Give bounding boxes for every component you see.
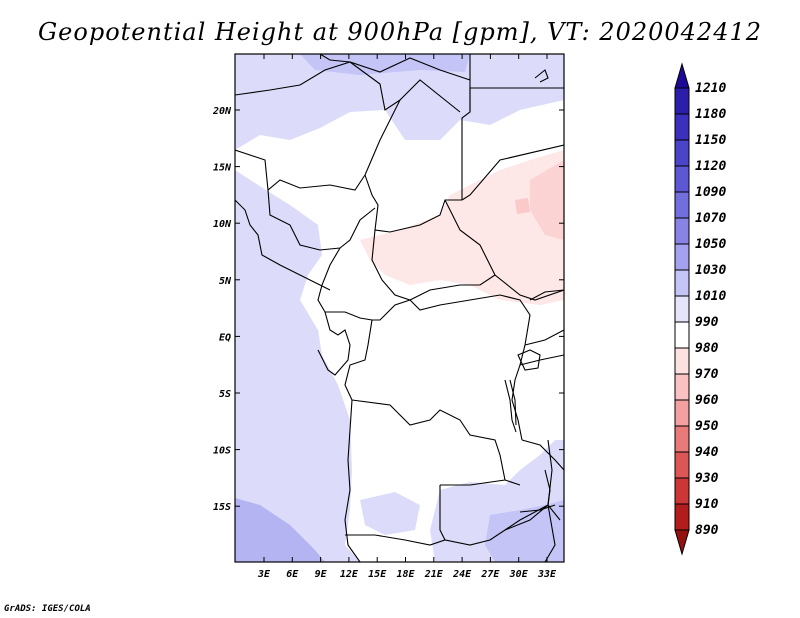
border-cameroon	[317, 247, 373, 321]
border-east-africa	[519, 289, 564, 366]
lat-label: 15S	[213, 502, 231, 513]
map-field	[235, 54, 564, 562]
colorbar-label: 1070	[695, 211, 726, 226]
map-frame	[234, 53, 565, 563]
map-title: Geopotential Height at 900hPa [gpm], VT:…	[38, 18, 762, 46]
lon-label: 9E	[315, 569, 328, 580]
border-congo	[344, 299, 411, 401]
border-niger-chad	[349, 61, 402, 176]
lat-label: EQ	[219, 332, 231, 343]
colorbar-box	[674, 295, 690, 323]
colorbar-label: 960	[695, 393, 719, 408]
border-libya-egypt	[469, 87, 564, 112]
border-nigeria	[267, 189, 376, 251]
lon-label: 18E	[396, 569, 415, 580]
colorbar-label: 1120	[695, 159, 726, 174]
colorbar-box	[674, 347, 690, 375]
field-east-dot	[515, 198, 530, 214]
border-coastline-southwest	[344, 399, 361, 562]
lat-label: 15N	[213, 163, 232, 174]
field-east-pink	[530, 160, 564, 240]
colorbar-label: 1210	[695, 81, 726, 96]
coast-north-blob	[534, 69, 549, 83]
colorbar-box	[674, 399, 690, 427]
colorbar-label: 1180	[695, 107, 726, 122]
colorbar-box	[674, 321, 690, 349]
colorbar-label: 930	[695, 471, 719, 486]
field-southwest-medium	[235, 498, 325, 562]
colorbar-box	[674, 191, 690, 219]
colorbar-label: 970	[695, 367, 719, 382]
lon-label: 3E	[257, 569, 271, 580]
lake-tanganyika	[504, 379, 517, 433]
lat-label: 10N	[213, 219, 232, 230]
grads-credit: GrADS: IGES/COLA	[4, 604, 91, 614]
border-chad	[364, 79, 462, 233]
border-angola-south	[345, 504, 549, 546]
colorbar-label: 1090	[695, 185, 726, 200]
lon-label: 24E	[452, 569, 472, 580]
colorbar-box	[674, 139, 690, 167]
longitude-axis: 3E 6E 9E 12E 15E 18E 21E 24E 27E 30E 33E	[257, 54, 557, 580]
colorbar-box	[674, 217, 690, 245]
colorbar: 1210 1180 1150 1120 1090 1070 1050 1030 1010 990 9…	[674, 62, 726, 556]
lon-label: 33E	[537, 569, 557, 580]
border-gabon	[317, 311, 351, 376]
lon-label: 27E	[480, 569, 500, 580]
border-north-central	[319, 54, 471, 80]
lon-label: 15E	[368, 569, 387, 580]
border-angola-north	[351, 399, 521, 486]
colorbar-bottom-arrow	[674, 529, 690, 556]
lon-label: 30E	[509, 569, 529, 580]
border-tanzania	[521, 439, 564, 521]
lake-malawi	[544, 469, 551, 506]
colorbar-box	[674, 373, 690, 401]
colorbar-box	[674, 477, 690, 505]
field-west-blue	[235, 170, 360, 562]
border-west-coast	[235, 199, 331, 291]
colorbar-label: 1150	[695, 133, 726, 148]
border-sudan	[461, 144, 564, 201]
colorbar-box	[674, 451, 690, 479]
colorbar-label: 910	[695, 497, 719, 512]
colorbar-box	[674, 425, 690, 453]
lon-label: 21E	[424, 569, 444, 580]
border-sahel-west	[235, 149, 366, 192]
lat-label: 5N	[219, 276, 232, 287]
colorbar-box	[674, 87, 690, 115]
colorbar-box	[674, 503, 690, 531]
lon-label: 6E	[286, 569, 299, 580]
lat-label: 5S	[219, 389, 231, 400]
colorbar-label: 1010	[695, 289, 726, 304]
lake-kariba	[519, 504, 556, 513]
colorbar-top-arrow	[674, 62, 690, 89]
field-north-medium	[300, 54, 470, 75]
colorbar-box	[674, 165, 690, 193]
border-zambia	[439, 479, 506, 541]
colorbar-label: 990	[695, 315, 719, 330]
field-south-blue-patch	[360, 492, 420, 535]
colorbar-label: 950	[695, 419, 719, 434]
latitude-axis: 20N 15N 10N 5N EQ 5S 10S 15S	[212, 106, 564, 513]
colorbar-box	[674, 113, 690, 141]
colorbar-box	[674, 269, 690, 297]
border-northern	[235, 57, 471, 200]
colorbar-label: 890	[695, 523, 719, 538]
lat-label: 20N	[212, 106, 232, 117]
colorbar-label: 1030	[695, 263, 726, 278]
colorbar-label: 940	[695, 445, 719, 460]
border-drc-north	[409, 294, 531, 441]
field-central-pink	[360, 150, 564, 305]
colorbar-label: 1050	[695, 237, 726, 252]
country-borders	[235, 54, 564, 562]
lon-label: 12E	[340, 569, 359, 580]
colorbar-box	[674, 243, 690, 271]
lake-victoria	[517, 349, 541, 371]
colorbar-label: 980	[695, 341, 719, 356]
field-southeast-medium	[485, 500, 564, 562]
lat-label: 10S	[213, 446, 231, 457]
